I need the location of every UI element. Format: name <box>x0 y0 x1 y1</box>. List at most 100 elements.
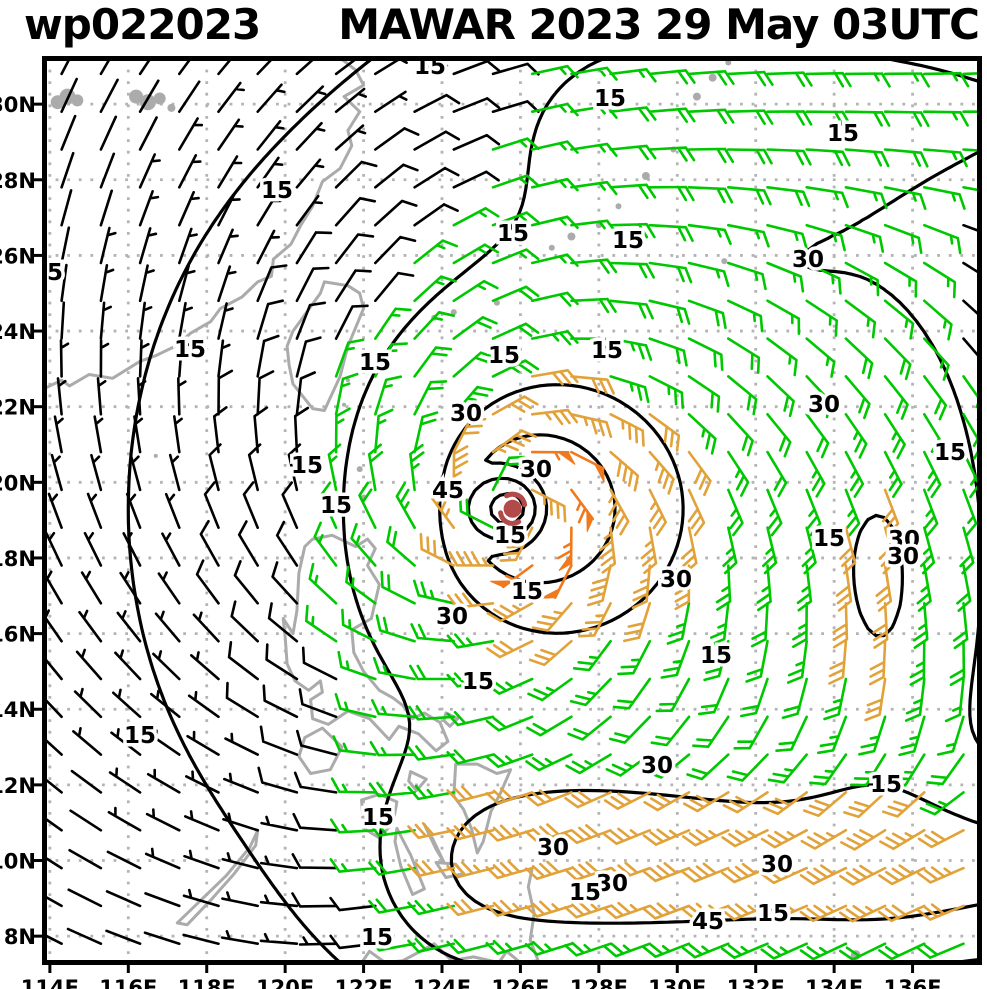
island-dot <box>567 232 576 241</box>
lake-blob <box>129 89 144 104</box>
contour-label: 15 <box>813 526 845 552</box>
lat-axis-label: 26N <box>0 244 36 268</box>
coastline-masbate <box>407 770 428 792</box>
coastline-samar-leyte <box>452 762 513 855</box>
coastline-taiwan <box>285 280 366 412</box>
lon-axis-label: 130E <box>648 976 706 989</box>
coastline-layer <box>44 58 861 963</box>
contour-label: 30 <box>792 247 824 273</box>
contour-label: 15 <box>870 772 902 798</box>
tropical-cyclone-symbol <box>498 491 528 526</box>
lon-axis-label: 126E <box>491 976 549 989</box>
contour-label: 30 <box>761 852 793 878</box>
isotach-contour-layer <box>126 58 980 963</box>
lat-axis-label: 18N <box>0 547 36 571</box>
lon-axis-label: 120E <box>256 976 314 989</box>
lake-blob <box>167 103 176 112</box>
contour-label: 15 <box>124 723 156 749</box>
lon-axis-label: 116E <box>99 976 157 989</box>
lon-axis-label: 134E <box>805 976 863 989</box>
contour-label: 15 <box>934 440 966 466</box>
lat-axis-label: 30N <box>0 93 36 117</box>
island-dot <box>356 466 363 473</box>
island-dot <box>345 378 350 383</box>
coastline-cebu <box>422 823 446 864</box>
lon-axis-label: 132E <box>727 976 785 989</box>
storm-symbol-arm-top <box>504 491 528 508</box>
wind-barb-staffs <box>407 369 965 923</box>
contour-label: 15 <box>569 880 601 906</box>
contour-label: 45 <box>692 909 724 935</box>
island-dot <box>615 203 622 210</box>
lake-blob <box>71 94 84 107</box>
lake-blob <box>153 92 166 105</box>
lat-axis-label: 28N <box>0 169 36 193</box>
contour-label: 15 <box>591 338 623 364</box>
wind-barbs-15-29kt <box>305 64 980 961</box>
axis-layer: 114E 116E 118E 120E 122E 124E 126E 128E 130E 132E… <box>0 93 942 989</box>
lon-axis-label: 136E <box>883 976 941 989</box>
island-dot <box>450 309 457 316</box>
contour-label: 15 <box>488 343 520 369</box>
contour-label: 30 <box>887 544 919 570</box>
lon-axis-label: 118E <box>178 976 236 989</box>
lat-axis-label: 24N <box>0 320 36 344</box>
contour-label: 15 <box>612 228 644 254</box>
contour-label: 15 <box>700 643 732 669</box>
coastline-china-coast <box>44 58 366 390</box>
wind-barb-pennants <box>490 451 605 599</box>
contour-label: 15 <box>757 901 789 927</box>
map-title: MAWAR 2023 29 May 03UTC <box>338 0 980 49</box>
lon-axis-label: 114E <box>21 976 79 989</box>
coastline-palawan <box>175 828 260 927</box>
wind-barb-staffs <box>305 64 980 961</box>
island-dot <box>721 258 728 265</box>
contour-label: 15 <box>594 86 626 112</box>
contour-label: 15 <box>174 337 206 363</box>
wind-barbs-50+kt <box>490 450 605 599</box>
contour-label: 15 <box>320 493 352 519</box>
lat-axis-label: 8N <box>4 925 36 949</box>
contour-label: 15 <box>462 669 494 695</box>
contour-label: 15 <box>511 579 543 605</box>
island-dot <box>692 92 701 101</box>
contour-label: 15 <box>497 221 529 247</box>
contour-label: 30 <box>520 457 552 483</box>
contour-label: 15 <box>494 523 526 549</box>
storm-id-title: wp022023 <box>24 0 261 49</box>
lat-axis-label: 20N <box>0 471 36 495</box>
contour-label: 30 <box>888 527 920 553</box>
contour-label: 5 <box>47 260 63 286</box>
contour-label: 30 <box>641 753 673 779</box>
contour-label: 30 <box>596 871 628 897</box>
isotach-contour-30kt <box>438 383 980 925</box>
contour-label: 45 <box>432 478 464 504</box>
lat-axis-label: 22N <box>0 396 36 420</box>
contour-label: 30 <box>436 604 468 630</box>
storm-center-dot <box>503 499 522 518</box>
island-dot <box>641 172 650 180</box>
contour-label: 30 <box>537 835 569 861</box>
lat-axis-label: 10N <box>0 850 36 874</box>
storm-symbol-arm-bottom <box>498 510 522 526</box>
contour-label: 15 <box>261 178 293 204</box>
island-dot <box>342 402 346 407</box>
contour-label: 15 <box>827 121 859 147</box>
island-dot <box>708 73 717 82</box>
map-border <box>42 56 982 965</box>
island-dot <box>548 244 555 251</box>
contour-label: 15 <box>359 350 391 376</box>
lat-axis-label: 16N <box>0 623 36 647</box>
coastline-luzon <box>281 533 450 753</box>
title-bar: wp022023 MAWAR 2023 29 May 03UTC <box>0 0 987 56</box>
coastline-panay <box>360 792 399 840</box>
lat-axis-label: 14N <box>0 698 36 722</box>
lon-axis-label: 124E <box>413 976 471 989</box>
wind-barb-staffs <box>501 450 605 599</box>
lon-axis-label: 122E <box>334 976 392 989</box>
contour-label: 30 <box>660 567 692 593</box>
contour-label: 15 <box>362 805 394 831</box>
